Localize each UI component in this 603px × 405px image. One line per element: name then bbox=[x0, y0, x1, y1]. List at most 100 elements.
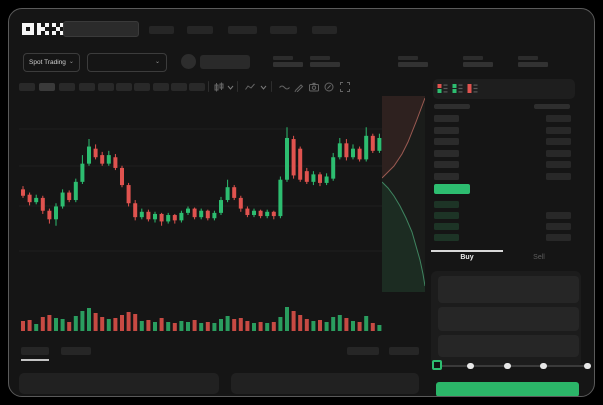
timeframe-button-5[interactable] bbox=[98, 83, 114, 91]
ask-amount bbox=[546, 115, 571, 122]
ask-price[interactable] bbox=[434, 150, 459, 157]
last-price-highlight[interactable] bbox=[434, 184, 470, 194]
ask-price[interactable] bbox=[434, 127, 459, 134]
account-button[interactable] bbox=[200, 55, 250, 69]
toolbar-divider bbox=[271, 81, 272, 92]
bid-price[interactable] bbox=[434, 234, 459, 241]
volume-bar bbox=[73, 316, 78, 331]
timeframe-button-3[interactable] bbox=[59, 83, 75, 91]
bottom-info-panel-1[interactable] bbox=[19, 373, 219, 394]
candle-body bbox=[271, 211, 276, 217]
candle-body bbox=[186, 208, 190, 213]
volume-bar bbox=[126, 312, 131, 331]
avatar[interactable] bbox=[181, 54, 196, 69]
ask-price[interactable] bbox=[434, 161, 459, 168]
amount-slider-track[interactable] bbox=[436, 365, 588, 367]
line-tool-icon[interactable] bbox=[279, 84, 290, 91]
settings-circle-icon[interactable] bbox=[324, 82, 334, 92]
ask-price[interactable] bbox=[434, 115, 459, 122]
tab-sell[interactable]: Sell bbox=[533, 254, 545, 261]
volume-bar bbox=[54, 318, 58, 331]
volume-bar bbox=[93, 313, 98, 331]
candle-body bbox=[291, 139, 296, 176]
candle-body bbox=[106, 155, 111, 164]
timeframe-button-6[interactable] bbox=[116, 83, 132, 91]
volume-bar bbox=[27, 320, 32, 331]
chevron-down-icon[interactable] bbox=[260, 85, 267, 90]
volume-bar bbox=[172, 323, 177, 331]
draw-tool-icon[interactable] bbox=[294, 82, 304, 92]
bottom-active-tab-underline bbox=[21, 359, 49, 361]
nav-item-4[interactable] bbox=[270, 26, 297, 34]
bottom-info-panel-2[interactable] bbox=[231, 373, 419, 394]
candle-body bbox=[67, 192, 72, 201]
bottom-tab-2[interactable] bbox=[61, 347, 91, 355]
ask-amount bbox=[546, 127, 571, 134]
nav-item-2[interactable] bbox=[187, 26, 213, 34]
chevron-down-icon[interactable] bbox=[227, 85, 234, 90]
slider-stop-dot[interactable] bbox=[584, 362, 591, 369]
timeframe-button-10[interactable] bbox=[189, 83, 205, 91]
timeframe-button-7[interactable] bbox=[134, 83, 150, 91]
depth-bid-line bbox=[382, 181, 425, 287]
book-view-split-icon[interactable] bbox=[437, 83, 448, 94]
candle-style-icon[interactable] bbox=[214, 82, 224, 92]
book-view-bids-icon[interactable] bbox=[452, 83, 463, 94]
bottom-tab-1[interactable] bbox=[21, 347, 49, 355]
slider-stop-dot[interactable] bbox=[504, 362, 511, 369]
candle-body bbox=[258, 210, 263, 217]
okx-logo[interactable] bbox=[22, 23, 64, 35]
ask-amount bbox=[546, 173, 571, 180]
candle-body bbox=[146, 211, 151, 220]
amount-slider-handle[interactable] bbox=[432, 360, 442, 370]
bid-price[interactable] bbox=[434, 212, 459, 219]
candle-body bbox=[126, 185, 131, 204]
volume-bar bbox=[34, 324, 39, 331]
search-input[interactable] bbox=[63, 21, 139, 37]
screenshot-icon[interactable] bbox=[309, 82, 319, 92]
ask-price[interactable] bbox=[434, 138, 459, 145]
bid-price[interactable] bbox=[434, 223, 459, 230]
total-field[interactable] bbox=[438, 335, 579, 357]
depth-chart[interactable] bbox=[382, 96, 425, 292]
pair-selector-dropdown[interactable]: ⌄ bbox=[87, 53, 167, 72]
volume-bar bbox=[67, 322, 72, 331]
indicators-icon[interactable] bbox=[245, 82, 255, 92]
slider-stop-dot[interactable] bbox=[540, 362, 547, 369]
book-view-asks-icon[interactable] bbox=[467, 83, 478, 94]
volume-bar bbox=[60, 319, 65, 331]
nav-item-5[interactable] bbox=[312, 26, 337, 34]
buy-submit-button[interactable] bbox=[436, 382, 579, 396]
candlestick-chart[interactable] bbox=[19, 107, 383, 335]
market-type-dropdown[interactable]: Spot Trading ⌄ bbox=[23, 53, 80, 72]
nav-item-1[interactable] bbox=[149, 26, 174, 34]
candle-body bbox=[370, 135, 375, 151]
volume-bar bbox=[40, 317, 45, 331]
bottom-tab-right-1[interactable] bbox=[347, 347, 379, 355]
volume-bar bbox=[199, 323, 204, 331]
candle-body bbox=[27, 194, 32, 203]
candle-body bbox=[238, 197, 243, 209]
volume-bar bbox=[232, 319, 237, 331]
candle-body bbox=[54, 206, 58, 220]
timeframe-button-8[interactable] bbox=[153, 83, 169, 91]
timeframe-button-1[interactable] bbox=[19, 83, 35, 91]
depth-ask-area bbox=[382, 96, 425, 178]
amount-field[interactable] bbox=[438, 307, 579, 331]
chevron-down-icon: ⌄ bbox=[68, 59, 74, 65]
price-field[interactable] bbox=[438, 276, 579, 303]
bottom-tab-right-2[interactable] bbox=[389, 347, 419, 355]
volume-bar bbox=[113, 318, 118, 331]
ask-price[interactable] bbox=[434, 173, 459, 180]
timeframe-button-9[interactable] bbox=[171, 83, 187, 91]
slider-stop-dot[interactable] bbox=[467, 362, 474, 369]
timeframe-button-4[interactable] bbox=[79, 83, 95, 91]
volume-bar bbox=[245, 321, 250, 331]
tab-buy[interactable]: Buy bbox=[460, 254, 474, 261]
nav-item-3[interactable] bbox=[228, 26, 257, 34]
candle-body bbox=[278, 179, 283, 217]
timeframe-button-2[interactable] bbox=[39, 83, 55, 91]
bid-price[interactable] bbox=[434, 201, 459, 208]
candle-body bbox=[351, 148, 355, 158]
fullscreen-icon[interactable] bbox=[340, 82, 350, 92]
